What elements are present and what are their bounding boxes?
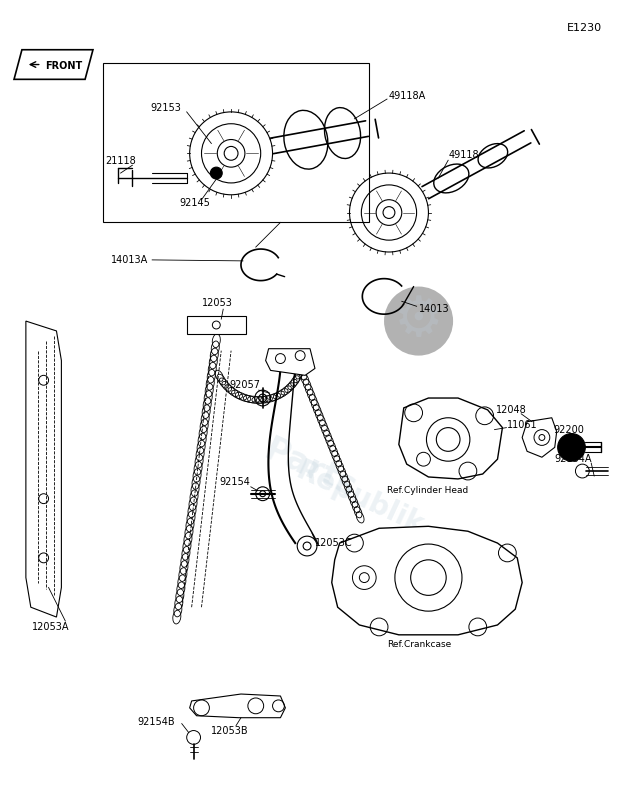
Text: 92057: 92057 [229,380,260,390]
Text: 12053C: 12053C [315,538,352,548]
Text: 49118A: 49118A [389,91,426,101]
Polygon shape [332,526,522,635]
Polygon shape [26,321,61,617]
Text: E1230: E1230 [567,23,602,33]
Text: 11061: 11061 [508,420,538,430]
Text: 49118: 49118 [448,150,479,160]
Text: ⚙: ⚙ [394,294,444,348]
Text: 14013A: 14013A [111,255,148,265]
Text: 92153: 92153 [150,103,181,113]
Polygon shape [522,418,557,458]
Circle shape [384,286,453,355]
Polygon shape [266,349,315,375]
Text: 92145: 92145 [180,198,211,208]
Text: 12053: 12053 [201,298,232,308]
Circle shape [211,167,222,179]
Text: 92154: 92154 [219,477,250,487]
Circle shape [558,434,586,461]
Text: Ref.Cylinder Head: Ref.Cylinder Head [387,486,468,495]
Text: 92154B: 92154B [138,717,175,726]
Bar [187,316,246,334]
Text: 92154A: 92154A [555,454,592,464]
Polygon shape [189,694,286,718]
Text: 12053B: 12053B [211,726,249,735]
Text: Parts: Parts [259,434,362,505]
Text: FRONT: FRONT [46,61,83,70]
Polygon shape [14,50,93,79]
Text: Ref.Crankcase: Ref.Crankcase [387,640,451,649]
Text: 14013: 14013 [419,304,449,314]
Text: 12053A: 12053A [32,622,69,632]
Text: 21118: 21118 [105,156,136,166]
Text: 92200: 92200 [554,425,584,434]
Text: Republik: Republik [291,457,428,541]
Text: 12048: 12048 [496,405,526,415]
Bar [103,62,369,222]
Polygon shape [399,398,502,479]
